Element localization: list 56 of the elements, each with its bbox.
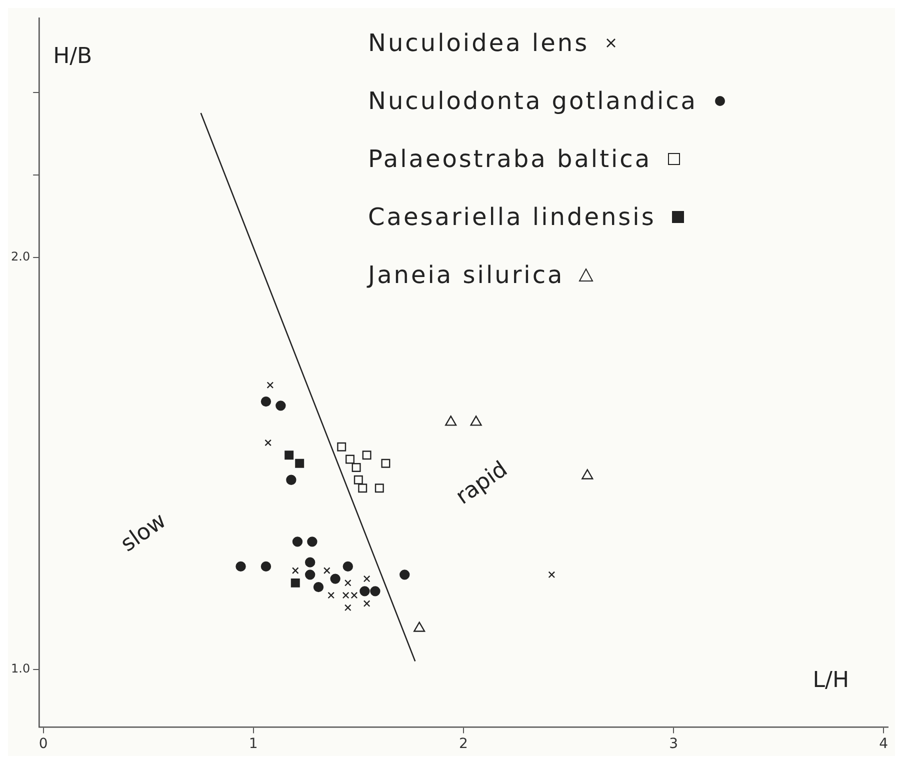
point [344,604,352,612]
point [374,484,384,493]
point [236,561,246,572]
point [342,561,353,572]
point [445,416,457,426]
point [304,570,316,580]
point [346,454,354,464]
x-tick-label: 4 [879,736,888,752]
point [304,557,316,568]
point [360,586,370,596]
point [266,382,274,388]
y-tick-label: 1.0 [10,662,30,676]
point [400,570,410,580]
point [328,592,335,599]
point [350,592,358,599]
x-axis-title: L/H [812,668,850,694]
annotation: slow [116,508,171,558]
point [313,582,324,592]
point [352,463,361,472]
y-tick-label: 2.0 [10,249,30,264]
y-axis-title: H/B [53,44,92,70]
point [323,567,330,574]
point [260,561,272,572]
point [354,475,363,484]
point [307,536,318,547]
point [363,575,370,582]
legend-label: Palaeostraba baltica [368,145,652,173]
legend-label: Nuculoidea lens [368,29,590,57]
point [286,474,296,485]
point [362,450,372,460]
point [342,592,350,599]
point [358,484,368,493]
point [363,600,370,607]
point [470,416,482,426]
x-tick-label: 0 [38,736,48,752]
point [370,586,380,596]
legend-label: Nuculodonta gotlandica [368,87,698,115]
point [337,442,346,452]
point [264,439,272,446]
point [292,567,299,574]
x-tick-label: 3 [669,736,678,752]
point [381,458,390,468]
point [290,578,300,588]
point [330,574,340,584]
x-tick-label: 1 [248,736,258,752]
legend-label: Caesariella lindensis [368,203,656,231]
legend-label: Janeia silurica [368,261,564,289]
x-tick-label: 2 [458,736,468,752]
point [292,536,303,547]
point [344,580,352,586]
point [295,458,304,468]
point [284,450,294,460]
point [582,469,594,480]
point [260,396,272,407]
point [276,400,286,411]
point [548,571,556,578]
